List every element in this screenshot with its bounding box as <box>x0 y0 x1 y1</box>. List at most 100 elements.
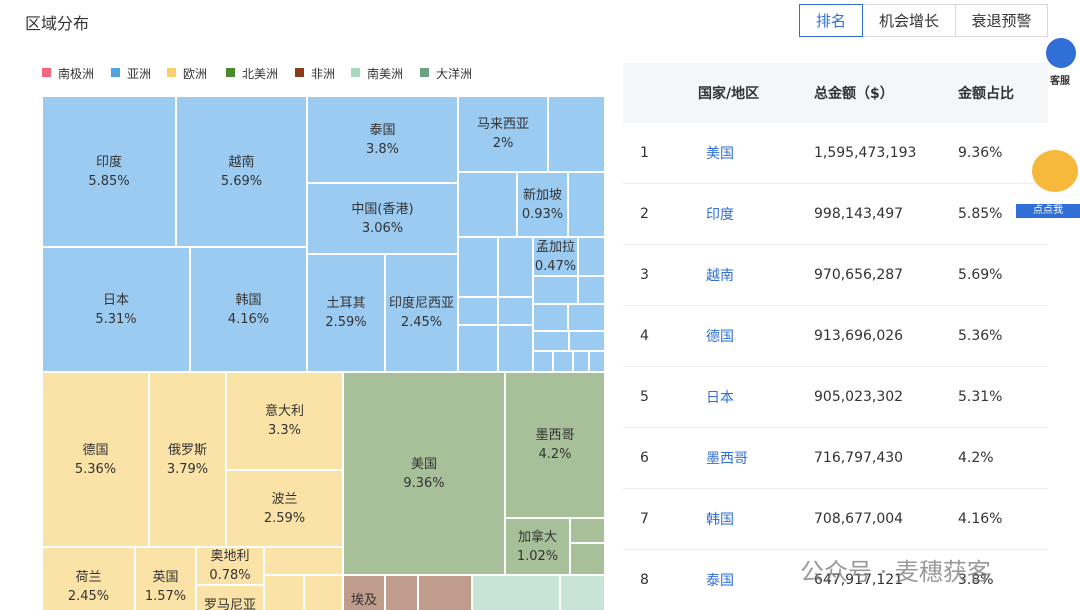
tab[interactable]: 机会增长 <box>862 4 956 37</box>
treemap-tile[interactable]: 加拿大 1.02% <box>505 518 570 575</box>
table-cell: 998,143,497 <box>814 206 904 222</box>
tile-share: 3.8% <box>365 141 400 157</box>
treemap-tile[interactable] <box>533 276 578 304</box>
table-cell: 970,656,287 <box>814 267 904 283</box>
treemap-tile[interactable] <box>569 331 605 351</box>
assistant-button[interactable]: 点点我 <box>1016 204 1080 218</box>
treemap-tile[interactable] <box>498 237 533 297</box>
treemap-tile[interactable]: 新加坡 0.93% <box>517 172 568 237</box>
treemap-tile[interactable]: 美国 9.36% <box>343 372 505 575</box>
country-link[interactable]: 美国 <box>706 146 734 162</box>
treemap-tile[interactable] <box>573 351 589 372</box>
country-link[interactable]: 韩国 <box>706 512 734 528</box>
treemap-tile[interactable] <box>418 575 472 610</box>
table-cell: 716,797,430 <box>814 450 904 466</box>
treemap-tile[interactable]: 中国(香港) 3.06% <box>307 183 458 254</box>
tile-name: 波兰 <box>271 491 298 507</box>
country-link[interactable]: 越南 <box>706 268 734 284</box>
treemap-tile[interactable] <box>458 325 498 372</box>
country-link[interactable]: 日本 <box>706 390 734 406</box>
treemap-tile[interactable] <box>304 575 343 610</box>
treemap-tile[interactable] <box>385 575 418 610</box>
treemap-tile[interactable]: 韩国 4.16% <box>190 247 307 372</box>
tile-name: 俄罗斯 <box>167 442 207 458</box>
treemap-tile[interactable] <box>458 172 517 237</box>
treemap-tile[interactable] <box>568 304 605 331</box>
treemap-tile[interactable]: 印度 5.85% <box>42 96 176 247</box>
country-link[interactable]: 德国 <box>706 329 734 345</box>
treemap-tile[interactable] <box>578 276 605 304</box>
treemap-tile[interactable] <box>533 304 568 331</box>
country-link[interactable]: 泰国 <box>706 573 734 589</box>
treemap-tile[interactable] <box>264 547 343 575</box>
treemap-tile[interactable] <box>498 325 533 372</box>
tile-name: 荷兰 <box>75 570 102 585</box>
treemap-tile[interactable] <box>553 351 573 372</box>
legend-swatch <box>111 68 120 77</box>
service-label[interactable]: 客服 <box>1050 76 1070 87</box>
treemap-tile[interactable]: 奥地利 0.78% <box>196 547 264 585</box>
legend-swatch <box>351 68 360 77</box>
tab[interactable]: 衰退预警 <box>955 4 1048 37</box>
treemap-tile[interactable] <box>548 96 605 172</box>
watermark: 公众号 · 麦穗获客 <box>800 558 991 586</box>
tile-name: 奥地利 <box>210 549 250 564</box>
treemap-tile[interactable]: 越南 5.69% <box>176 96 307 247</box>
country-link[interactable]: 印度 <box>706 207 734 223</box>
tab[interactable]: 排名 <box>799 4 863 37</box>
table-cell: 3 <box>640 267 649 283</box>
treemap-tile[interactable]: 意大利 3.3% <box>226 372 343 470</box>
table-cell: 913,696,026 <box>814 328 904 344</box>
treemap-tile[interactable]: 波兰 2.59% <box>226 470 343 547</box>
treemap-tile[interactable] <box>568 172 605 237</box>
treemap-tile[interactable] <box>458 237 498 297</box>
assistant-mascot[interactable] <box>1032 150 1078 192</box>
country-link[interactable]: 墨西哥 <box>706 451 748 467</box>
treemap-tile[interactable]: 日本 5.31% <box>42 247 190 372</box>
service-icon[interactable] <box>1046 38 1076 68</box>
tile-name: 加拿大 <box>517 529 557 545</box>
table-cell: 647,917,121 <box>814 572 904 588</box>
legend-swatch <box>42 68 51 77</box>
tile-share: 9.36% <box>403 475 445 491</box>
treemap-tile[interactable]: 罗马尼亚 <box>196 585 264 610</box>
treemap-tile[interactable]: 德国 5.36% <box>42 372 149 547</box>
treemap-tile[interactable]: 泰国 3.8% <box>307 96 458 183</box>
treemap-tile[interactable]: 埃及 <box>343 575 385 610</box>
tile-name: 越南 <box>228 154 255 170</box>
treemap-tile[interactable] <box>570 518 605 543</box>
tile-share: 5.31% <box>95 311 137 327</box>
treemap-tile[interactable]: 俄罗斯 3.79% <box>149 372 226 547</box>
treemap-tile[interactable] <box>533 331 569 351</box>
treemap-tile[interactable] <box>533 351 553 372</box>
table-cell: 3.8% <box>958 572 994 588</box>
treemap-tile[interactable]: 荷兰 2.45% <box>42 547 135 610</box>
treemap-tile[interactable] <box>498 297 533 325</box>
treemap-tile[interactable]: 墨西哥 4.2% <box>505 372 605 518</box>
treemap-tile[interactable] <box>264 575 304 610</box>
legend-label: 欧洲 <box>183 67 208 81</box>
table-cell: 5 <box>640 389 649 405</box>
treemap-tile[interactable]: 马来西亚 2% <box>458 96 548 172</box>
treemap-tile[interactable] <box>589 351 605 372</box>
table-cell: 5.85% <box>958 206 1003 222</box>
treemap-tile[interactable] <box>560 575 605 610</box>
tile-name: 马来西亚 <box>476 117 529 132</box>
row-divider <box>623 549 1048 550</box>
treemap-tile[interactable]: 孟加拉 0.47% <box>533 237 578 276</box>
treemap-tile[interactable]: 土耳其 2.59% <box>307 254 385 372</box>
tile-share: 0.93% <box>521 206 564 222</box>
legend-label: 亚洲 <box>127 67 152 81</box>
treemap-tile[interactable] <box>578 237 605 276</box>
tile-name: 泰国 <box>369 122 396 138</box>
table-cell: 1 <box>640 145 649 161</box>
table-cell: 5.69% <box>958 267 1003 283</box>
treemap-tile[interactable]: 印度尼西亚 2.45% <box>385 254 458 372</box>
treemap-tile[interactable] <box>472 575 560 610</box>
treemap-tile[interactable]: 英国 1.57% <box>135 547 196 610</box>
table-cell: 7 <box>640 511 649 527</box>
treemap-tile[interactable] <box>458 297 498 325</box>
treemap-tile[interactable] <box>570 543 605 575</box>
tile-name: 日本 <box>102 292 129 308</box>
